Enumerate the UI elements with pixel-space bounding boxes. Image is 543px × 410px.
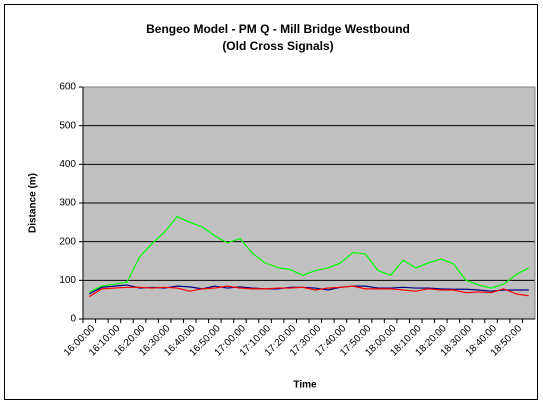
y-tick-label: 600 [59,82,76,93]
chart-subtitle: (Old Cross Signals) [222,39,333,53]
x-axis-label: Time [293,380,317,391]
series-line [88,285,529,298]
series-line [89,215,530,293]
y-tick-label: 200 [59,236,76,247]
y-tick-label: 0 [70,314,76,325]
y-tick-label: 400 [59,159,76,170]
y-tick-label: 100 [59,275,76,286]
chart-title: Bengeo Model - PM Q - Mill Bridge Westbo… [146,22,410,36]
y-tick-label: 500 [59,120,76,131]
y-tick-label: 300 [59,198,76,209]
y-axis-label: Distance (m) [28,173,39,233]
